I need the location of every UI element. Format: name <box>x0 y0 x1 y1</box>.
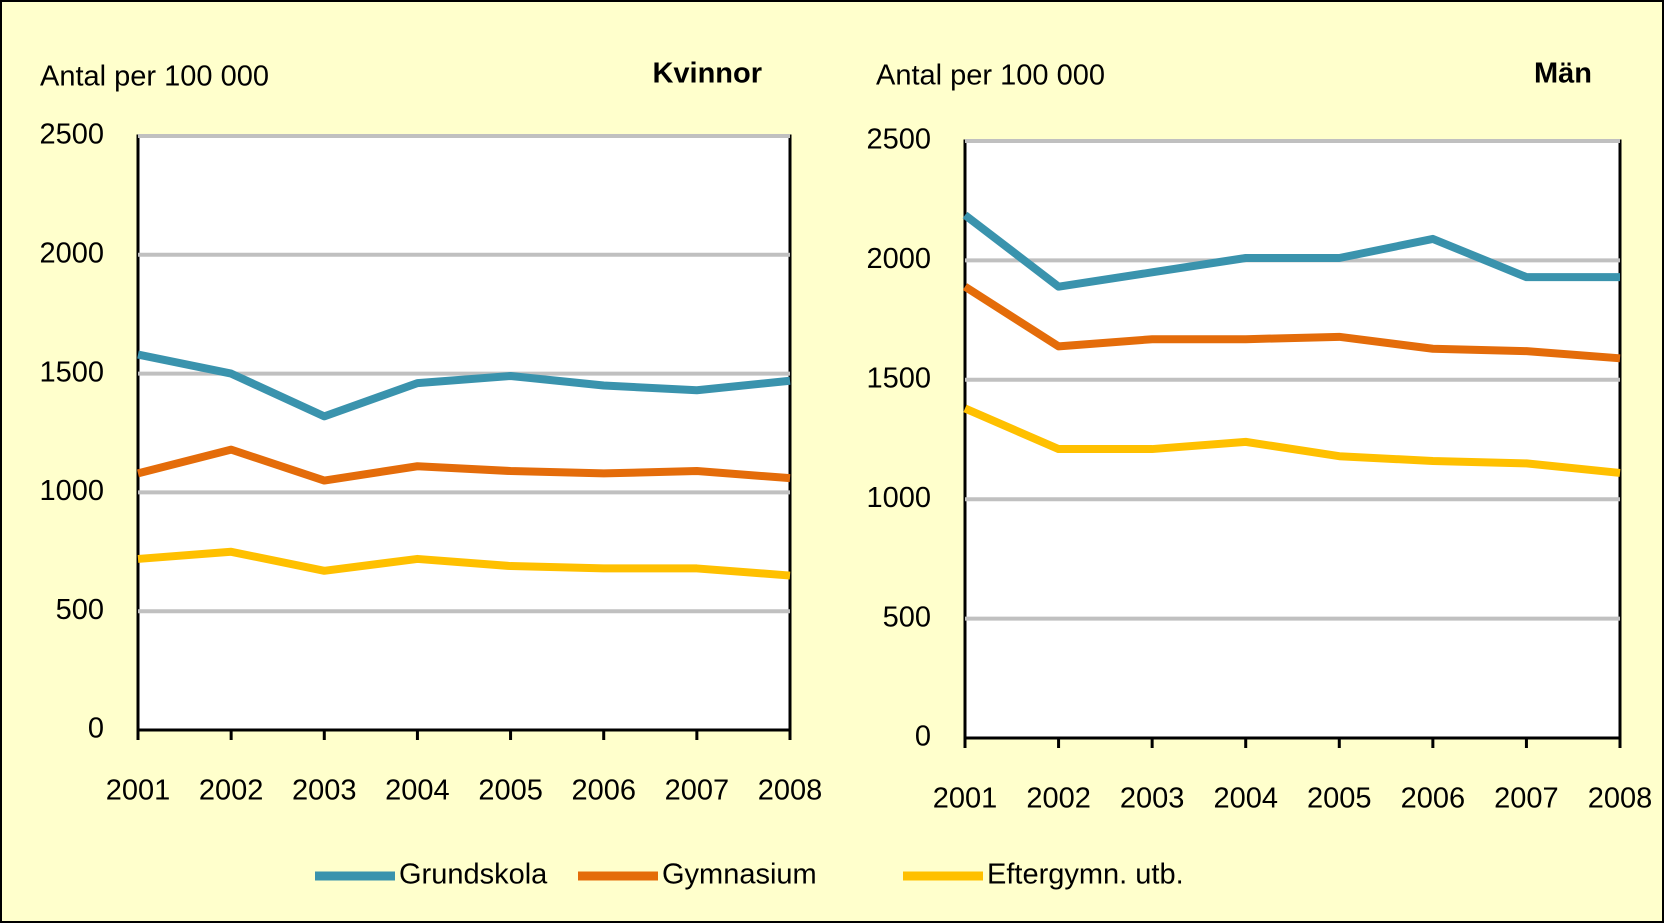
y-axis-label: Antal per 100 000 <box>40 61 269 93</box>
x-tick-label: 2004 <box>1213 783 1278 815</box>
series-line <box>962 211 1620 291</box>
x-tick-label: 2001 <box>106 775 171 807</box>
x-tick-label: 2003 <box>1120 783 1185 815</box>
y-tick-label: 2000 <box>39 237 104 269</box>
x-tick-label: 2006 <box>571 775 636 807</box>
y-tick-label: 500 <box>883 601 931 633</box>
y-tick-label: 2000 <box>866 243 931 275</box>
plot-area <box>136 134 792 732</box>
x-tick-label: 2006 <box>1401 783 1466 815</box>
y-tick-label: 1500 <box>866 362 931 394</box>
x-tick-label: 2005 <box>1307 783 1372 815</box>
y-tick-label: 0 <box>88 713 104 745</box>
y-tick-label: 1000 <box>866 482 931 514</box>
x-tick-label: 2007 <box>665 775 730 807</box>
y-tick-label: 1500 <box>39 356 104 388</box>
series-line <box>962 283 1621 363</box>
x-tick-label: 2007 <box>1494 783 1559 815</box>
legend-label: Grundskola <box>399 859 548 891</box>
y-axis-label: Antal per 100 000 <box>876 60 1105 92</box>
x-tick-label: 2002 <box>199 775 264 807</box>
plot-area <box>963 139 1622 740</box>
y-tick-label: 2500 <box>866 124 931 156</box>
y-tick-label: 1000 <box>39 475 104 507</box>
series-line <box>137 350 791 421</box>
series-line <box>137 547 791 580</box>
x-tick-label: 2008 <box>1588 783 1653 815</box>
x-tick-label: 2004 <box>385 775 450 807</box>
y-tick-label: 500 <box>56 594 104 626</box>
y-tick-label: 0 <box>915 721 931 753</box>
y-tick-label: 2500 <box>39 119 104 151</box>
legend-label: Eftergymn. utb. <box>987 859 1184 891</box>
series-line <box>137 445 791 485</box>
chart-title: Män <box>1534 58 1592 90</box>
x-tick-label: 2001 <box>933 783 998 815</box>
x-tick-label: 2003 <box>292 775 357 807</box>
x-tick-label: 2005 <box>478 775 543 807</box>
x-tick-label: 2002 <box>1026 783 1091 815</box>
chart-title: Kvinnor <box>652 58 762 90</box>
series-line <box>963 404 1621 477</box>
x-tick-label: 2008 <box>758 775 823 807</box>
legend-label: Gymnasium <box>662 859 817 891</box>
